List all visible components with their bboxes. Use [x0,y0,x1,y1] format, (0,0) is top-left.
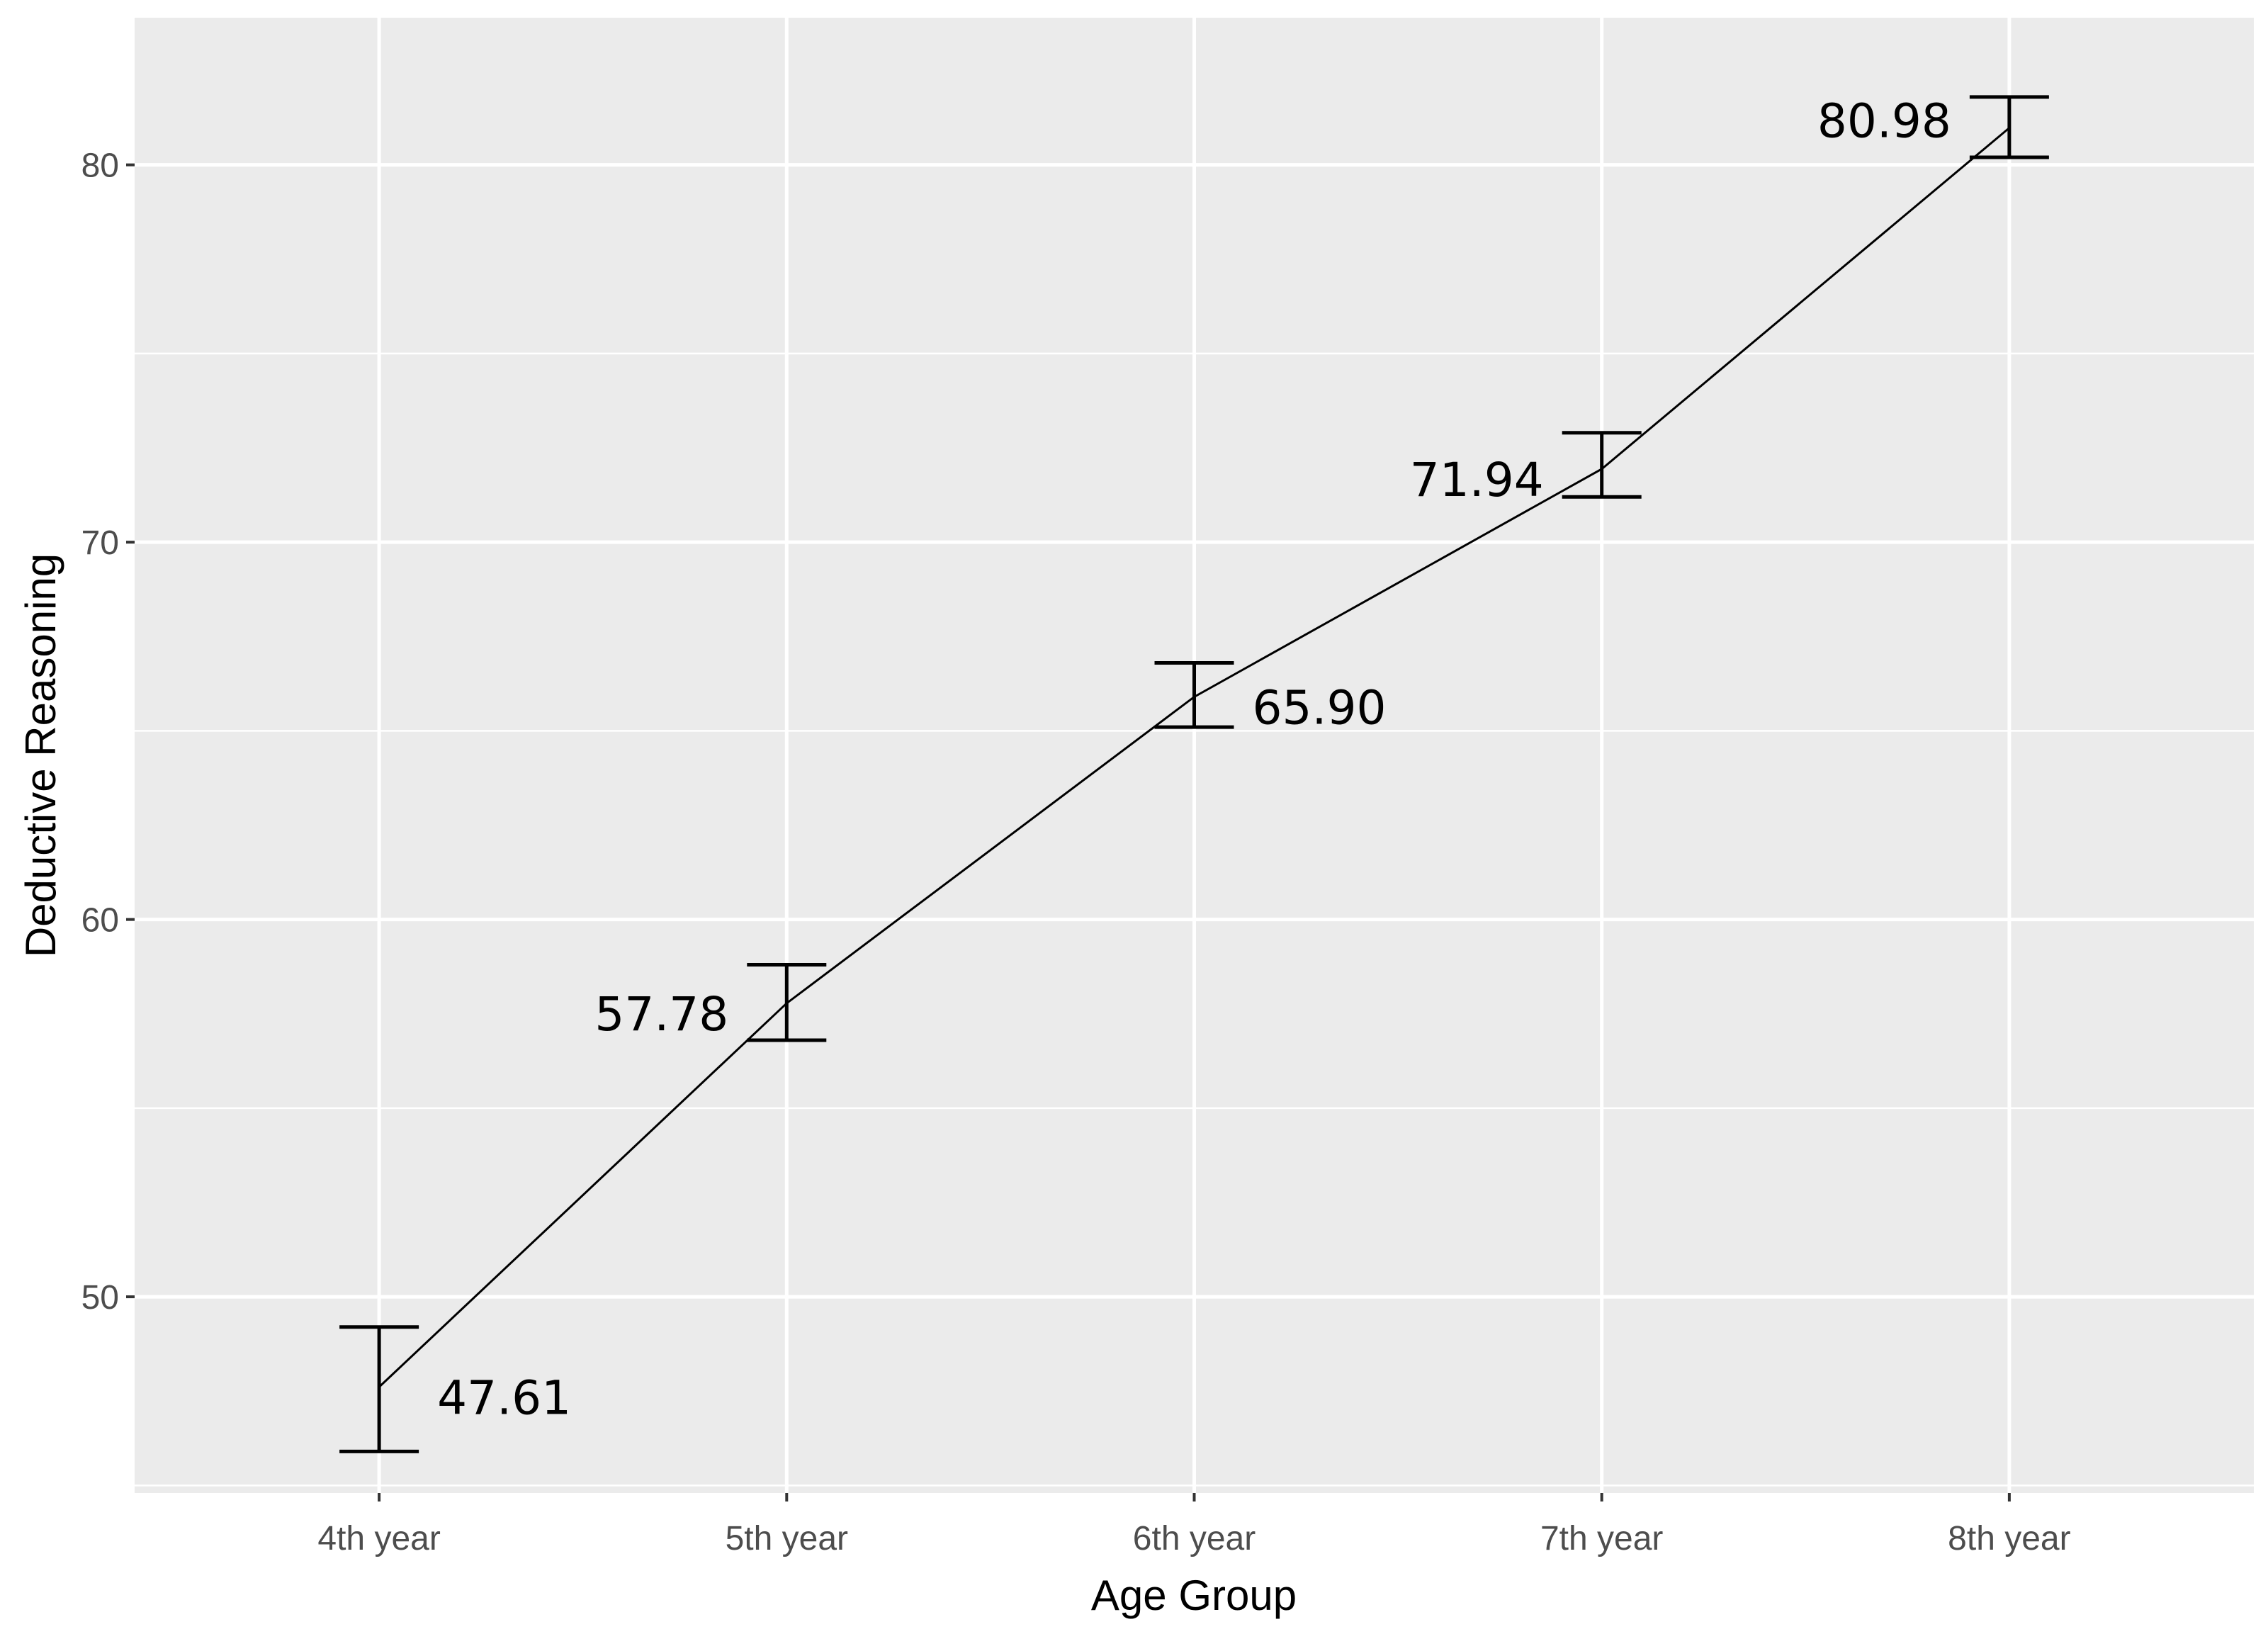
data-label: 57.78 [594,987,728,1042]
y-axis-title: Deductive Reasoning [17,553,64,957]
major-gridlines [135,18,2254,1493]
y-tick-label: 80 [81,147,119,185]
data-label: 47.61 [437,1370,571,1425]
y-axis: 50 60 70 80 [81,147,135,1317]
data-labels: 47.61 57.78 65.90 71.94 80.98 [437,94,1951,1425]
y-tick-label: 60 [81,902,119,940]
data-label: 71.94 [1410,453,1544,507]
y-tick-label: 70 [81,524,119,562]
x-tick-label: 8th year [1948,1520,2070,1557]
x-tick-label: 6th year [1133,1520,1256,1557]
data-label: 65.90 [1253,680,1387,735]
x-axis-title: Age Group [1091,1572,1297,1619]
x-axis: 4th year 5th year 6th year 7th year 8th year [317,1493,2071,1557]
x-tick-label: 5th year [726,1520,848,1557]
x-tick-label: 7th year [1540,1520,1663,1557]
data-label: 80.98 [1817,94,1951,148]
y-tick-label: 50 [81,1279,119,1317]
x-tick-label: 4th year [317,1520,440,1557]
error-bars [339,95,2049,1453]
